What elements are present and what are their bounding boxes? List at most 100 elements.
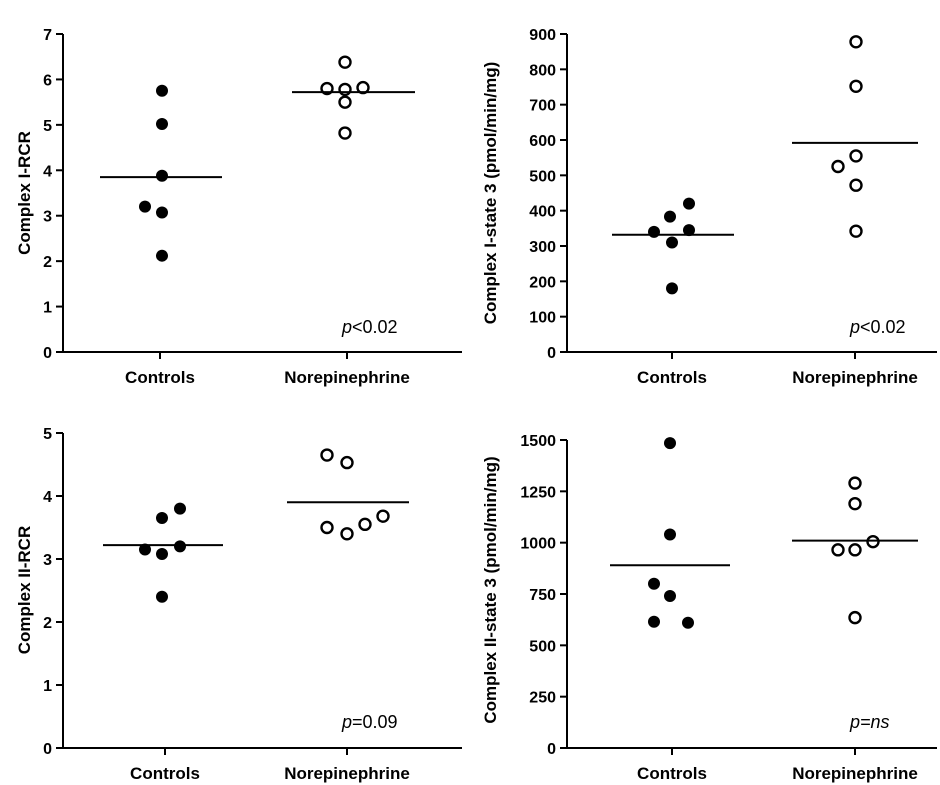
x-category-label: Controls — [637, 368, 707, 387]
y-tick-label: 300 — [529, 239, 556, 256]
x-category-label: Controls — [125, 368, 195, 387]
y-tick-label: 4 — [43, 163, 52, 180]
y-tick-label: 1000 — [520, 536, 556, 553]
p-value-text: =0.09 — [352, 712, 398, 732]
y-tick-label: 1250 — [520, 484, 556, 501]
y-tick-label: 4 — [43, 489, 52, 506]
norepinephrine-data-point — [849, 149, 863, 163]
control-data-point — [139, 200, 151, 213]
norepinephrine-data-point — [849, 224, 863, 238]
y-tick-label: 900 — [529, 27, 556, 44]
x-category-label: Norepinephrine — [792, 764, 918, 783]
y-tick-label: 3 — [43, 209, 52, 226]
control-data-point — [666, 282, 678, 295]
control-data-point — [156, 84, 168, 97]
norepinephrine-data-point — [831, 543, 845, 557]
y-tick-label: 0 — [43, 345, 52, 362]
y-tick-label: 250 — [529, 690, 556, 707]
y-tick-label: 5 — [43, 118, 52, 135]
control-data-point — [683, 197, 695, 210]
y-tick-label: 500 — [529, 168, 556, 185]
norepinephrine-data-point — [340, 455, 354, 470]
control-data-point — [664, 210, 676, 223]
chart-panel-4: 0 250 500 750 1000 1250 1500 Controls Norepineph… — [481, 433, 937, 783]
norepinephrine-data-point — [848, 496, 862, 511]
y-tick-label: 1500 — [520, 433, 556, 450]
p-value-text: <0.02 — [352, 317, 398, 337]
norepinephrine-data-point — [849, 35, 863, 49]
control-data-point — [156, 512, 168, 525]
y-tick-label: 500 — [529, 638, 556, 655]
norepinephrine-data-point — [848, 543, 862, 557]
control-data-point — [174, 540, 186, 553]
control-data-point — [682, 616, 694, 629]
y-tick-label: 6 — [43, 72, 52, 89]
control-data-point — [664, 437, 676, 450]
x-category-label: Controls — [130, 764, 200, 783]
p-symbol: p — [341, 317, 352, 337]
p-value-annotation: p<0.02 — [341, 317, 398, 337]
control-data-point — [156, 117, 168, 130]
p-value-annotation: p=ns — [849, 712, 890, 732]
control-data-point — [139, 543, 151, 556]
y-tick-label: 0 — [43, 741, 52, 758]
y-tick-label: 2 — [43, 615, 52, 632]
p-symbol: p — [849, 317, 860, 337]
norepinephrine-data-point — [849, 178, 863, 192]
p-symbol: p — [341, 712, 352, 732]
x-category-label: Norepinephrine — [284, 764, 410, 783]
norepinephrine-data-point — [338, 55, 352, 69]
control-data-point — [683, 224, 695, 237]
control-data-point — [664, 590, 676, 603]
x-category-label: Controls — [637, 764, 707, 783]
y-axis-label: Complex I-state 3 (pmol/min/mg) — [481, 62, 500, 325]
p-symbol: p — [849, 712, 860, 732]
p-value-text: <0.02 — [860, 317, 906, 337]
x-category-label: Norepinephrine — [284, 368, 410, 387]
y-tick-label: 1 — [43, 300, 52, 317]
control-data-point — [156, 249, 168, 262]
norepinephrine-data-point — [340, 527, 354, 541]
y-tick-label: 600 — [529, 133, 556, 150]
control-data-point — [664, 528, 676, 541]
norepinephrine-data-point — [831, 159, 845, 174]
chart-panel-3: 0 1 2 3 4 5 Controls Norepinephrine Complex II-R… — [15, 426, 462, 783]
control-data-point — [648, 615, 660, 628]
y-tick-label: 0 — [547, 741, 556, 758]
control-data-point — [666, 236, 678, 249]
y-tick-label: 400 — [529, 204, 556, 221]
y-tick-label: 3 — [43, 552, 52, 569]
p-value-text: =ns — [860, 712, 890, 732]
y-tick-label: 200 — [529, 274, 556, 291]
control-data-point — [156, 169, 168, 182]
chart-panel-1: 0 1 2 3 4 5 6 7 Controls Norepinephrine Complex I-… — [15, 27, 462, 387]
control-data-point — [648, 577, 660, 590]
p-value-annotation: p=0.09 — [341, 712, 398, 732]
y-axis-label: Complex I-RCR — [15, 131, 34, 255]
y-axis-label: Complex II-state 3 (pmol/min/mg) — [481, 456, 500, 723]
norepinephrine-data-point — [338, 126, 352, 140]
control-data-point — [156, 206, 168, 219]
norepinephrine-data-point — [849, 79, 863, 93]
y-tick-label: 750 — [529, 587, 556, 604]
y-tick-label: 0 — [547, 345, 556, 362]
control-data-point — [156, 547, 168, 560]
control-data-point — [648, 225, 660, 238]
norepinephrine-data-point — [338, 82, 352, 97]
p-value-annotation: p<0.02 — [849, 317, 906, 337]
norepinephrine-data-point — [376, 509, 390, 523]
x-category-label: Norepinephrine — [792, 368, 918, 387]
norepinephrine-data-point — [320, 448, 334, 462]
y-tick-label: 800 — [529, 62, 556, 79]
norepinephrine-data-point — [848, 610, 862, 625]
norepinephrine-data-point — [848, 476, 862, 490]
y-tick-label: 5 — [43, 426, 52, 443]
y-tick-label: 100 — [529, 310, 556, 327]
norepinephrine-data-point — [358, 517, 372, 532]
norepinephrine-data-point — [866, 534, 880, 549]
y-tick-label: 700 — [529, 98, 556, 115]
y-axis-label: Complex II-RCR — [15, 526, 34, 654]
y-tick-label: 2 — [43, 254, 52, 271]
y-tick-label: 1 — [43, 678, 52, 695]
